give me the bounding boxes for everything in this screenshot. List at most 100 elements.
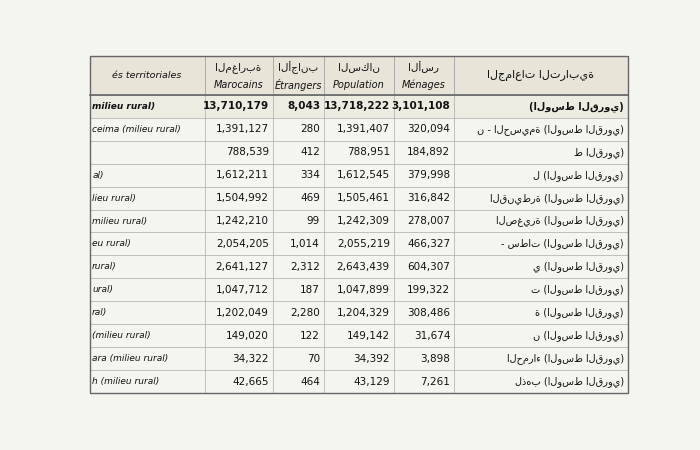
- Bar: [90, 302, 628, 324]
- Text: ن - الحسيمة (الوسط القروي): ن - الحسيمة (الوسط القروي): [477, 124, 624, 135]
- Text: 122: 122: [300, 331, 320, 341]
- Text: ل (الوسط القروي): ل (الوسط القروي): [533, 170, 624, 180]
- Bar: [90, 118, 628, 141]
- Text: 788,539: 788,539: [225, 147, 269, 157]
- Text: ceima (milieu rural): ceima (milieu rural): [92, 125, 181, 134]
- Text: 320,094: 320,094: [407, 124, 450, 134]
- Text: 1,204,329: 1,204,329: [337, 308, 390, 318]
- Text: 199,322: 199,322: [407, 285, 450, 295]
- Bar: [90, 210, 628, 233]
- Text: الصغيرة (الوسط القروي): الصغيرة (الوسط القروي): [496, 216, 624, 226]
- Text: 43,129: 43,129: [354, 377, 390, 387]
- Text: 42,665: 42,665: [232, 377, 269, 387]
- Text: 308,486: 308,486: [407, 308, 450, 318]
- Text: h (milieu rural): h (milieu rural): [92, 377, 160, 386]
- Text: 2,312: 2,312: [290, 262, 320, 272]
- Text: 280: 280: [300, 124, 320, 134]
- Text: 149,020: 149,020: [226, 331, 269, 341]
- Text: 1,505,461: 1,505,461: [337, 193, 390, 203]
- Text: ral): ral): [92, 308, 107, 317]
- Bar: [90, 164, 628, 187]
- Bar: [90, 187, 628, 210]
- Text: ط القروي): ط القروي): [574, 147, 624, 158]
- Text: milieu rural): milieu rural): [92, 216, 147, 225]
- Text: al): al): [92, 171, 104, 180]
- Text: الأسر: الأسر: [408, 61, 440, 73]
- Text: 3,898: 3,898: [420, 354, 450, 364]
- Text: 278,007: 278,007: [407, 216, 450, 226]
- Bar: [90, 347, 628, 370]
- Text: 379,998: 379,998: [407, 170, 450, 180]
- Text: és territoriales: és territoriales: [113, 71, 182, 80]
- Text: 70: 70: [307, 354, 320, 364]
- Text: 34,392: 34,392: [354, 354, 390, 364]
- Text: 1,391,127: 1,391,127: [216, 124, 269, 134]
- Text: الأجانب: الأجانب: [278, 61, 318, 73]
- Text: ت (الوسط القروي): ت (الوسط القروي): [531, 284, 624, 295]
- Text: eu rural): eu rural): [92, 239, 131, 248]
- Text: 464: 464: [300, 377, 320, 387]
- Text: لذهب (الوسط القروي): لذهب (الوسط القروي): [514, 376, 624, 387]
- Text: Ménages: Ménages: [402, 80, 446, 90]
- Bar: [90, 56, 628, 95]
- Text: 1,242,309: 1,242,309: [337, 216, 390, 226]
- Text: الحمراء (الوسط القروي): الحمراء (الوسط القروي): [507, 353, 624, 364]
- Bar: [90, 256, 628, 279]
- Bar: [90, 370, 628, 393]
- Text: 149,142: 149,142: [346, 331, 390, 341]
- Text: 7,261: 7,261: [420, 377, 450, 387]
- Text: 2,643,439: 2,643,439: [337, 262, 390, 272]
- Text: 34,322: 34,322: [232, 354, 269, 364]
- Text: 334: 334: [300, 170, 320, 180]
- Text: Étrangers: Étrangers: [274, 79, 322, 91]
- Text: 1,504,992: 1,504,992: [216, 193, 269, 203]
- Text: 1,202,049: 1,202,049: [216, 308, 269, 318]
- Text: القنيطرة (الوسط القروي): القنيطرة (الوسط القروي): [489, 193, 624, 203]
- Text: السكان: السكان: [337, 62, 379, 72]
- Text: المغاربة: المغاربة: [216, 62, 262, 72]
- Bar: [90, 279, 628, 302]
- Text: 31,674: 31,674: [414, 331, 450, 341]
- Text: Marocains: Marocains: [214, 80, 263, 90]
- Text: 466,327: 466,327: [407, 239, 450, 249]
- Bar: [90, 324, 628, 347]
- Text: ن (الوسط القروي): ن (الوسط القروي): [533, 330, 624, 341]
- Text: 1,242,210: 1,242,210: [216, 216, 269, 226]
- Text: 1,391,407: 1,391,407: [337, 124, 390, 134]
- Text: 3,101,108: 3,101,108: [391, 101, 450, 111]
- Text: 412: 412: [300, 147, 320, 157]
- Text: 13,710,179: 13,710,179: [203, 101, 269, 111]
- Text: milieu rural): milieu rural): [92, 102, 155, 111]
- Text: rural): rural): [92, 262, 117, 271]
- Text: 1,612,545: 1,612,545: [337, 170, 390, 180]
- Text: 1,014: 1,014: [290, 239, 320, 249]
- Text: 1,047,712: 1,047,712: [216, 285, 269, 295]
- Text: 2,280: 2,280: [290, 308, 320, 318]
- Text: ة (الوسط القروي): ة (الوسط القروي): [536, 307, 624, 318]
- Bar: [90, 233, 628, 256]
- Text: 788,951: 788,951: [346, 147, 390, 157]
- Text: Population: Population: [333, 80, 384, 90]
- Bar: [90, 95, 628, 118]
- Text: (milieu rural): (milieu rural): [92, 331, 150, 340]
- Text: 2,055,219: 2,055,219: [337, 239, 390, 249]
- Text: 99: 99: [307, 216, 320, 226]
- Text: 604,307: 604,307: [407, 262, 450, 272]
- Text: 187: 187: [300, 285, 320, 295]
- Text: 1,612,211: 1,612,211: [216, 170, 269, 180]
- Bar: [90, 141, 628, 164]
- Text: 316,842: 316,842: [407, 193, 450, 203]
- Text: الجماعات الترابية: الجماعات الترابية: [487, 70, 594, 81]
- Text: 469: 469: [300, 193, 320, 203]
- Text: 13,718,222: 13,718,222: [323, 101, 390, 111]
- Text: 8,043: 8,043: [287, 101, 320, 111]
- Text: ي (الوسط القروي): ي (الوسط القروي): [533, 261, 624, 272]
- Text: ara (milieu rural): ara (milieu rural): [92, 354, 169, 363]
- Text: lieu rural): lieu rural): [92, 194, 136, 202]
- Text: 1,047,899: 1,047,899: [337, 285, 390, 295]
- Text: 184,892: 184,892: [407, 147, 450, 157]
- Bar: [90, 56, 628, 95]
- Text: ural): ural): [92, 285, 113, 294]
- Text: 2,054,205: 2,054,205: [216, 239, 269, 249]
- Text: 2,641,127: 2,641,127: [216, 262, 269, 272]
